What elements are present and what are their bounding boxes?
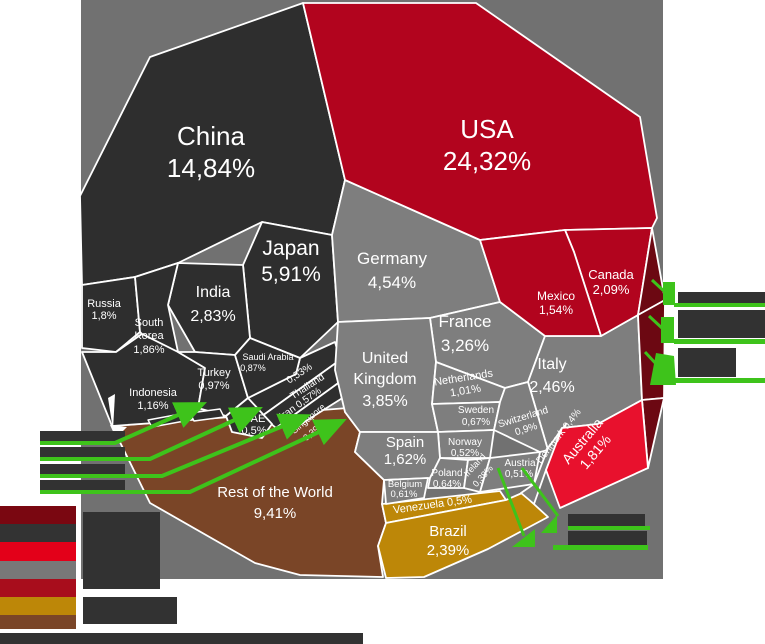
label-saudi-arabia-value: 0,87%: [240, 363, 266, 373]
label-france-name: France: [439, 312, 492, 331]
label-south-korea-name-2: Korea: [134, 330, 164, 342]
callout-arrowhead-1: [541, 515, 557, 533]
cell-belgium: [383, 477, 429, 505]
label-brazil-name: Brazil: [429, 523, 467, 540]
label-rest-of-world-name: Rest of the World: [217, 484, 333, 501]
label-mexico-value: 1,54%: [539, 303, 573, 317]
legend-swatch-gray: [0, 561, 76, 579]
label-poland-name: Poland: [431, 468, 462, 479]
label-uk-value: 3,85%: [362, 393, 407, 410]
label-austria-name: Austria: [504, 458, 536, 469]
cell-mexico: [479, 229, 602, 337]
callout-leader-2: [496, 467, 526, 537]
label-rest-of-world-value: 9,41%: [254, 505, 297, 522]
right-callout-label-box-3: [678, 348, 736, 377]
label-norway-name: Norway: [448, 437, 482, 448]
label-saudi-arabia-name: Saudi Arabia: [242, 352, 293, 362]
legend-swatch-red: [0, 542, 76, 561]
label-belgium-name: Belgium: [388, 479, 422, 490]
label-indonesia-name: Indonesia: [129, 387, 178, 399]
cell-russia: [81, 276, 141, 353]
callout-marker-1: [663, 282, 675, 305]
callout-underline-3: [674, 378, 765, 383]
right-callout-label-box-1: [678, 292, 765, 304]
cell-brazil: [377, 492, 549, 579]
label-norway-value: 0,52%: [451, 448, 479, 459]
label-usa-value: 24,32%: [443, 146, 531, 176]
bottom-callout-label-box-1: [568, 514, 645, 526]
label-canada-name: Canada: [588, 267, 634, 282]
label-south-korea-name-1: South: [135, 317, 164, 329]
label-uk-name-1: United: [362, 350, 408, 367]
white-wedge-1: [108, 394, 115, 430]
left-callout-group: [40, 402, 347, 494]
left-callout-label-box-3: [40, 464, 125, 474]
legend-swatch-black: [0, 524, 76, 542]
bottom-callout-label-box-2: [568, 531, 647, 545]
cell-australia: [545, 399, 649, 509]
label-india-name: India: [196, 284, 231, 301]
callout-leader-1: [520, 467, 560, 517]
label-south-korea-value: 1,86%: [133, 344, 164, 356]
right-callout-group: [643, 278, 765, 385]
label-germany-value: 4,54%: [368, 273, 416, 292]
legend-swatch-darkred: [0, 579, 76, 597]
callout-arrow-2: [40, 406, 263, 461]
label-italy-value: 2,46%: [529, 379, 574, 396]
left-callout-label-box-2: [40, 447, 125, 457]
cell-saudi-arabia: [234, 337, 301, 399]
bottom-right-callout-group: [496, 467, 650, 550]
label-india-value: 2,83%: [190, 308, 235, 325]
label-china-name: China: [177, 121, 245, 151]
label-turkey-value: 0,97%: [198, 380, 229, 392]
label-belgium-value: 0,61%: [391, 489, 418, 500]
label-uk-name-2: Kingdom: [353, 371, 416, 388]
label-canada-value: 2,09%: [593, 282, 630, 297]
label-china-value: 14,84%: [167, 153, 255, 183]
callout-tick-2: [647, 314, 665, 331]
legend-swatch-gold: [0, 597, 76, 615]
callout-underline-5: [553, 545, 648, 550]
callout-underline-2: [674, 339, 765, 344]
label-mexico-name: Mexico: [537, 289, 575, 303]
label-italy-name: Italy: [537, 356, 566, 373]
label-spain-value: 1,62%: [384, 451, 427, 468]
label-usa-name: USA: [460, 114, 514, 144]
label-poland-value: 0,64%: [433, 479, 461, 490]
legend-label-box-2: [83, 597, 177, 624]
label-sweden-value: 0,67%: [462, 417, 490, 428]
label-japan-name: Japan: [262, 237, 319, 260]
callout-marker-2: [661, 317, 674, 343]
label-indonesia-value: 1,16%: [137, 400, 168, 412]
right-callout-label-box-2: [678, 310, 765, 338]
legend-label-box-1: [83, 512, 160, 589]
label-russia-value: 1,8%: [91, 310, 116, 322]
callout-arrow-4: [40, 418, 347, 494]
bottom-strip: [0, 633, 363, 644]
label-france-value: 3,26%: [441, 336, 489, 355]
label-brazil-value: 2,39%: [427, 542, 470, 559]
legend-swatch-brown: [0, 615, 76, 629]
callout-underline-4: [568, 526, 650, 530]
label-russia-name: Russia: [87, 298, 122, 310]
callout-arrow-3: [40, 413, 312, 478]
label-germany-name: Germany: [357, 249, 427, 268]
label-spain-name: Spain: [386, 434, 424, 451]
label-sweden-name: Sweden: [458, 405, 494, 416]
left-callout-label-box-1: [40, 431, 125, 441]
callout-arrowhead-2: [512, 529, 535, 547]
callout-underline-1: [674, 303, 765, 307]
legend-swatch-maroon: [0, 506, 76, 524]
legend: [0, 506, 363, 644]
callout-arrow-1: [40, 402, 207, 445]
left-callout-label-box-4: [40, 480, 125, 490]
callout-marker-3: [650, 353, 676, 385]
label-netherlands-value: 1,01%: [449, 383, 482, 400]
label-austria-value: 0,51%: [505, 469, 533, 480]
label-japan-value: 5,91%: [261, 263, 321, 286]
cell-poland: [427, 457, 469, 489]
label-turkey-name: Turkey: [197, 367, 231, 379]
